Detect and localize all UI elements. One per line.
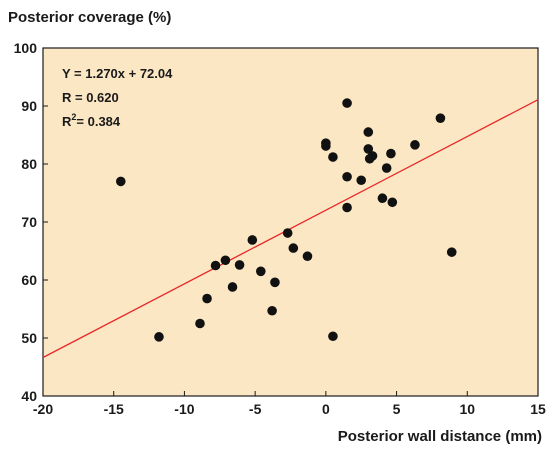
data-point-31	[410, 140, 420, 150]
data-point-2	[195, 318, 205, 329]
data-point-17	[328, 152, 338, 162]
x-axis-title: Posterior wall distance (mm)	[337, 428, 542, 445]
x-tick-label: 5	[393, 401, 401, 417]
statistics-annotation: Y = 1.270x + 72.04 R = 0.620 R2= 0.384	[62, 66, 173, 129]
data-point-14	[302, 251, 313, 262]
y-tick-label: 60	[21, 272, 37, 288]
r-squared-label: R2= 0.384	[62, 112, 121, 129]
y-tick-label: 70	[21, 214, 37, 230]
x-tick-label: -20	[33, 401, 53, 417]
data-point-28	[381, 163, 392, 173]
x-tick-label: 10	[459, 401, 475, 417]
y-tick-label: 80	[21, 156, 37, 172]
data-point-7	[234, 260, 245, 270]
y-tick-label: 100	[14, 40, 38, 56]
data-point-8	[247, 235, 258, 245]
data-point-18	[328, 331, 338, 342]
data-point-11	[270, 277, 280, 288]
y-tick-label: 40	[21, 388, 37, 404]
r-label: R = 0.620	[62, 90, 119, 105]
data-point-0	[115, 176, 126, 187]
x-axis: -20 -15 -10 -5 0 5 10 15	[33, 391, 546, 417]
y-axis: 40 50 60 70 80 90 100	[14, 40, 48, 404]
x-tick-label: 15	[530, 401, 546, 417]
y-tick-label: 90	[21, 98, 37, 114]
data-point-6	[227, 282, 238, 292]
data-point-20	[342, 171, 352, 182]
data-point-3	[202, 293, 212, 304]
x-tick-label: 0	[322, 401, 330, 417]
data-point-1	[154, 332, 164, 342]
data-point-27	[377, 193, 388, 204]
data-point-4	[210, 260, 221, 271]
data-points	[115, 98, 457, 342]
data-point-29	[386, 148, 396, 159]
data-point-21	[342, 202, 352, 213]
data-point-19	[342, 98, 352, 108]
data-point-13	[288, 243, 299, 253]
y-tick-label: 50	[21, 330, 37, 346]
data-point-30	[387, 197, 398, 208]
data-point-32	[435, 113, 446, 123]
data-point-10	[267, 305, 277, 316]
x-tick-label: -10	[174, 401, 194, 417]
data-point-5	[220, 255, 231, 266]
data-point-16	[321, 141, 331, 151]
plot-area	[42, 47, 539, 397]
x-tick-label: -5	[249, 401, 262, 417]
data-point-23	[363, 127, 374, 137]
data-point-26	[367, 151, 378, 161]
data-point-24	[363, 144, 374, 154]
regression-line	[42, 99, 539, 359]
y-axis-title: Posterior coverage (%)	[8, 9, 172, 26]
data-point-33	[446, 247, 457, 257]
x-tick-label: -15	[104, 401, 124, 417]
data-point-22	[356, 175, 367, 186]
data-point-12	[282, 228, 293, 238]
equation-label: Y = 1.270x + 72.04	[62, 66, 173, 81]
data-point-9	[255, 266, 266, 277]
